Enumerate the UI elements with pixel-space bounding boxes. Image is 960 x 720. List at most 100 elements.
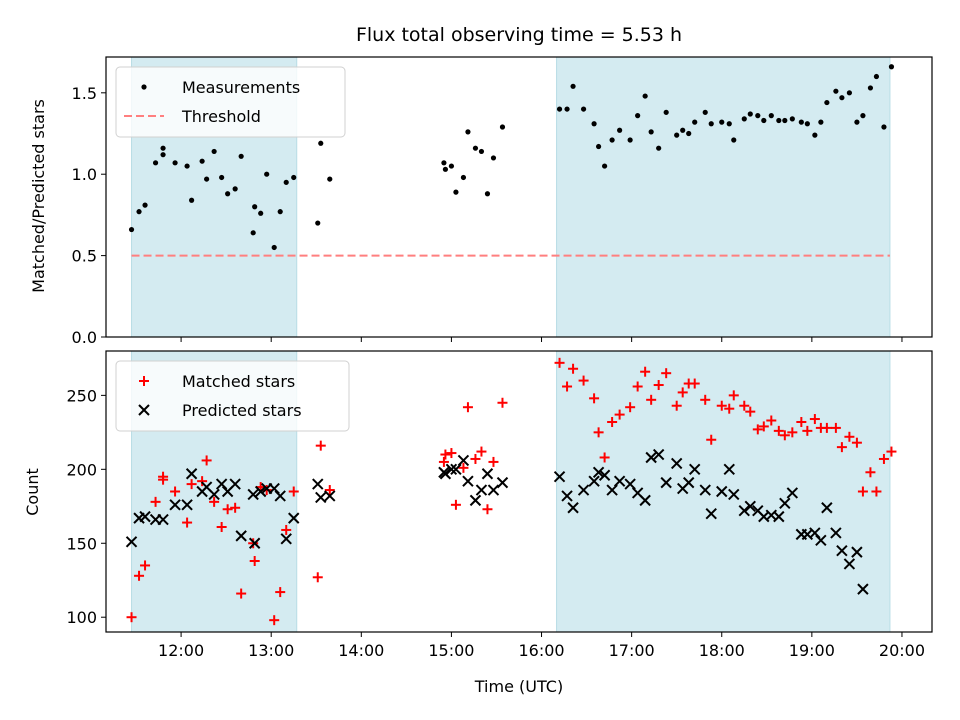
matched-star-point <box>158 474 169 485</box>
measurement-point <box>199 158 205 164</box>
x-tick-label: 20:00 <box>879 641 925 660</box>
predicted-star-point <box>716 485 728 498</box>
measurement-point <box>833 88 839 94</box>
matched-star-point <box>745 406 756 417</box>
predicted-star-point <box>705 507 717 520</box>
matched-star-point <box>216 521 227 532</box>
measurement-point <box>680 127 686 133</box>
matched-star-point <box>857 486 868 497</box>
predicted-star-point <box>469 494 482 507</box>
legend-box-1 <box>115 360 350 432</box>
measurement-point <box>204 176 210 182</box>
predicted-star-point <box>481 468 494 480</box>
x-tick-label: 17:00 <box>609 641 655 660</box>
measurement-point <box>656 145 662 151</box>
legend-marker-plus <box>139 376 149 386</box>
x-tick-label: 15:00 <box>428 641 474 660</box>
matched-star-point <box>476 446 487 457</box>
panel-frame-1 <box>105 350 933 633</box>
matched-star-point <box>482 504 493 515</box>
predicted-star-point <box>487 484 500 496</box>
y-tick-label: 200 <box>66 460 97 479</box>
chart-title: Flux total observing time = 5.53 h <box>356 24 682 46</box>
matched-star-point <box>758 421 769 432</box>
measurement-point <box>648 129 654 135</box>
measurement-point <box>184 163 190 169</box>
predicted-star-point <box>169 499 181 511</box>
matched-star-point <box>851 437 862 448</box>
matched-star-point <box>593 427 604 438</box>
text-labels: 0.0 0.5 1.0 1.5 Measurements Threshold 100 150 2… <box>66 66 925 660</box>
predicted-star-point <box>857 583 869 595</box>
predicted-star-point <box>639 494 651 507</box>
matched-star-point <box>315 440 326 451</box>
matched-star-point <box>646 394 657 405</box>
x-tick-label: 18:00 <box>699 641 745 660</box>
measurement-point <box>674 132 680 138</box>
predicted-star-point <box>567 502 579 514</box>
measurement-point <box>731 137 737 143</box>
measurement-point <box>873 73 880 80</box>
bottom-y-axis-label: Count <box>23 468 42 516</box>
matched-star-point <box>706 434 717 445</box>
y-tick-label: 1.5 <box>72 84 97 103</box>
legend-box-0 <box>115 66 346 138</box>
matched-star-point <box>625 402 636 413</box>
measurement-point <box>580 106 587 112</box>
matched-star-point <box>275 587 286 598</box>
measurement-point <box>271 244 277 251</box>
matched-star-point <box>766 415 777 426</box>
predicted-star-point <box>315 491 327 504</box>
predicted-star-point <box>462 475 474 487</box>
top-y-axis-label: Matched/Predicted stars <box>29 99 48 293</box>
matched-star-point <box>878 453 889 464</box>
legend-label: Predicted stars <box>182 401 302 420</box>
measurement-point <box>846 90 853 96</box>
measurement-point <box>152 160 159 166</box>
measurement-point <box>881 124 887 130</box>
x-tick-label: 14:00 <box>338 641 384 660</box>
predicted-star-point <box>744 500 756 512</box>
predicted-star-point <box>836 544 848 557</box>
predicted-star-point <box>229 478 241 490</box>
measurement-point <box>761 117 767 124</box>
measurement-point <box>472 145 479 151</box>
predicted-star-point <box>660 476 672 489</box>
matched-star-point <box>249 556 260 567</box>
predicted-star-point <box>445 463 458 476</box>
measurement-point <box>327 176 333 182</box>
measurement-point <box>789 116 795 122</box>
predicted-star-point <box>312 478 324 490</box>
measurement-point <box>225 191 231 197</box>
measurement-point <box>315 220 321 226</box>
measurement-point <box>250 230 256 236</box>
predicted-star-point <box>821 502 833 514</box>
measurement-point <box>755 113 761 119</box>
predicted-star-point <box>475 484 488 496</box>
y-tick-label: 1.0 <box>72 165 97 184</box>
matched-star-point <box>607 416 618 427</box>
matched-star-point <box>150 496 161 507</box>
legend-label: Measurements <box>182 78 300 97</box>
legend-marker-dot <box>141 84 147 90</box>
measurement-point <box>854 119 860 125</box>
predicted-star-point <box>185 468 198 480</box>
predicted-star-point <box>645 451 657 464</box>
measurement-point <box>818 119 824 125</box>
matched-star-point <box>653 380 664 391</box>
shaded-interval-0-1 <box>556 56 891 338</box>
predicted-star-point <box>577 484 590 496</box>
shaded-intervals <box>131 56 891 633</box>
matched-star-point <box>614 409 625 420</box>
measurement-point <box>741 116 747 122</box>
measurement-point <box>160 152 166 158</box>
matched-star-point <box>661 368 672 379</box>
matched-star-point <box>752 424 763 435</box>
measurement-point <box>719 119 725 125</box>
measurement-point <box>782 117 788 124</box>
matched-star-point <box>677 387 688 398</box>
measurement-point <box>867 85 874 91</box>
predicted-star-point <box>561 490 573 502</box>
measurement-point <box>142 202 148 208</box>
predicted-star-point <box>598 469 611 481</box>
